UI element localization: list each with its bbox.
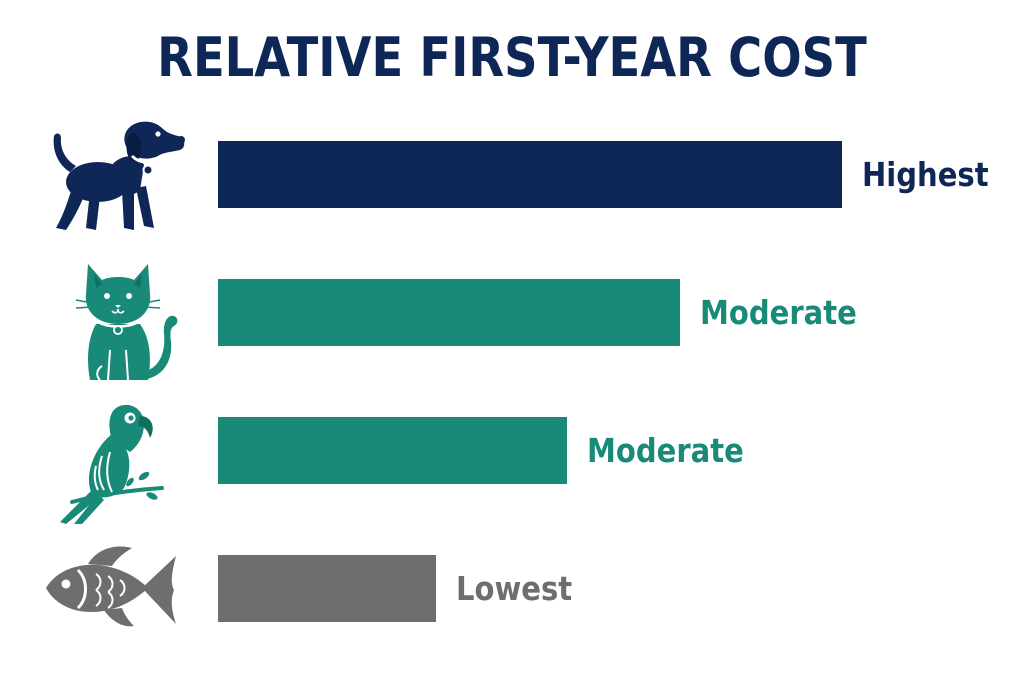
data-label-cat: Moderate [700, 292, 857, 332]
bar-dog [218, 141, 842, 208]
bar-cat [218, 279, 680, 346]
bar-parrot [218, 417, 567, 484]
data-label-dog: Highest [862, 154, 989, 194]
bar-fish [218, 555, 436, 622]
dog-icon [40, 110, 190, 240]
data-label-parrot: Moderate [587, 430, 744, 470]
cat-icon [74, 254, 184, 384]
parrot-icon [52, 394, 167, 524]
data-label-fish: Lowest [456, 568, 573, 608]
fish-icon [42, 542, 182, 637]
chart-title: RELATIVE FIRST-YEAR COST [157, 26, 867, 89]
